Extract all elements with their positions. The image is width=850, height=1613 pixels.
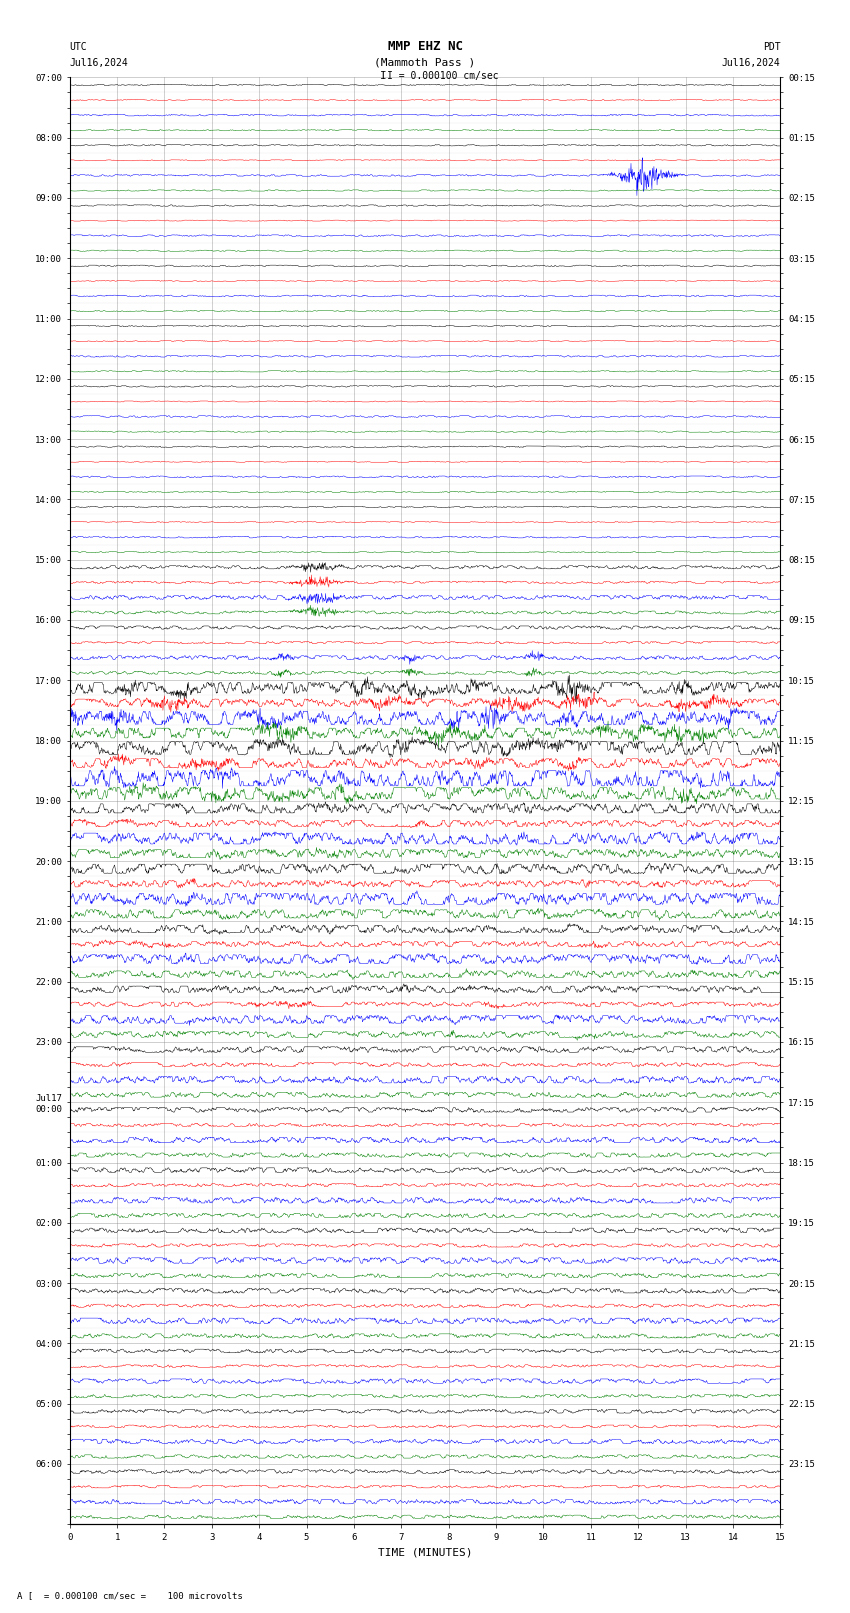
- Text: A [  = 0.000100 cm/sec =    100 microvolts: A [ = 0.000100 cm/sec = 100 microvolts: [17, 1590, 243, 1600]
- Text: UTC: UTC: [70, 42, 88, 52]
- Text: Jul16,2024: Jul16,2024: [70, 58, 128, 68]
- Text: I: I: [380, 71, 387, 81]
- Text: PDT: PDT: [762, 42, 780, 52]
- X-axis label: TIME (MINUTES): TIME (MINUTES): [377, 1548, 473, 1558]
- Text: MMP EHZ NC: MMP EHZ NC: [388, 40, 462, 53]
- Text: (Mammoth Pass ): (Mammoth Pass ): [374, 58, 476, 68]
- Text: Jul16,2024: Jul16,2024: [722, 58, 780, 68]
- Text: I = 0.000100 cm/sec: I = 0.000100 cm/sec: [387, 71, 498, 81]
